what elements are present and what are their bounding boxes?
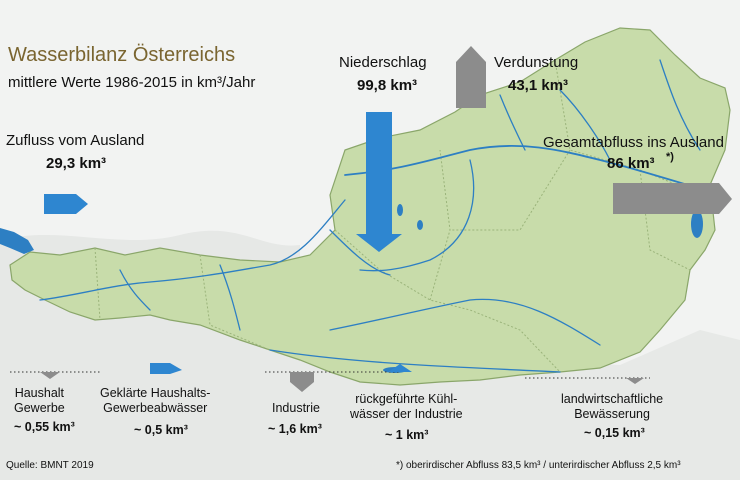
lake-neusiedl [691,210,703,238]
industry-arrow-icon [290,372,314,392]
evaporation-value: 43,1 km³ [508,77,569,94]
lake-constance [0,228,34,254]
source-credit: Quelle: BMNT 2019 [6,460,94,471]
household-line1: Haushalt [14,386,65,400]
precipitation-label: Niederschlag [339,54,427,71]
drau-river [269,349,561,373]
precipitation-value: 99,8 km³ [357,77,418,94]
evaporation-arrow-icon [456,46,486,108]
cooling-water-value: ~ 1 km³ [385,428,429,442]
household-arrow-icon [40,372,60,379]
state-borders [94,59,691,373]
enns-river [359,159,475,272]
cooling-water-line1: rückgeführte Kühl- [355,392,458,406]
inn-river [39,199,346,301]
cooling-water-line2: wässer der Industrie [350,407,463,421]
mur-river [329,298,601,346]
industry-label: Industrie [272,401,320,415]
inflow-label: Zufluss vom Ausland [6,132,145,149]
precipitation-arrow-icon [356,112,402,252]
cooling-water-label: rückgeführte Kühl- wässer der Industrie [350,392,463,422]
treated-wastewater-line1: Geklärte Haushalts- [100,386,211,400]
irrigation-arrow-icon [626,378,644,384]
rivers [39,59,706,373]
evaporation-label: Verdunstung [494,54,579,71]
irrigation-label: landwirtschaftliche Bewässerung [561,392,663,422]
footnote: *) oberirdischer Abfluss 83,5 km³ / unte… [396,460,681,471]
salzach-river [329,229,391,276]
treated-wastewater-arrow-icon [150,363,182,374]
outflow-footnote-marker: *) [666,151,674,163]
cooling-water-arrow-icon [388,364,412,372]
inflow-value: 29,3 km³ [46,155,107,172]
subtitle: mittlere Werte 1986-2015 in km³/Jahr [8,74,256,91]
irrigation-line1: landwirtschaftliche [561,392,664,406]
irrigation-line2: Bewässerung [574,407,650,421]
irrigation-value: ~ 0,15 km³ [584,426,645,440]
treated-wastewater-value: ~ 0,5 km³ [134,423,188,437]
household-label: Haushalt Gewerbe [14,386,65,416]
household-value: ~ 0,55 km³ [14,420,75,434]
outflow-label: Gesamtabfluss ins Ausland [543,134,724,151]
treated-wastewater-label: Geklärte Haushalts- Gewerbeabwässer [100,386,210,416]
treated-wastewater-line2: Gewerbeabwässer [103,401,208,415]
industry-value: ~ 1,6 km³ [268,422,322,436]
danube-river [344,145,706,191]
household-line2: Gewerbe [14,401,65,415]
inflow-arrow-icon [44,194,88,214]
outflow-value: 86 km³ [607,155,655,172]
outflow-arrow-icon [613,183,732,214]
page-title: Wasserbilanz Österreichs [8,44,236,66]
